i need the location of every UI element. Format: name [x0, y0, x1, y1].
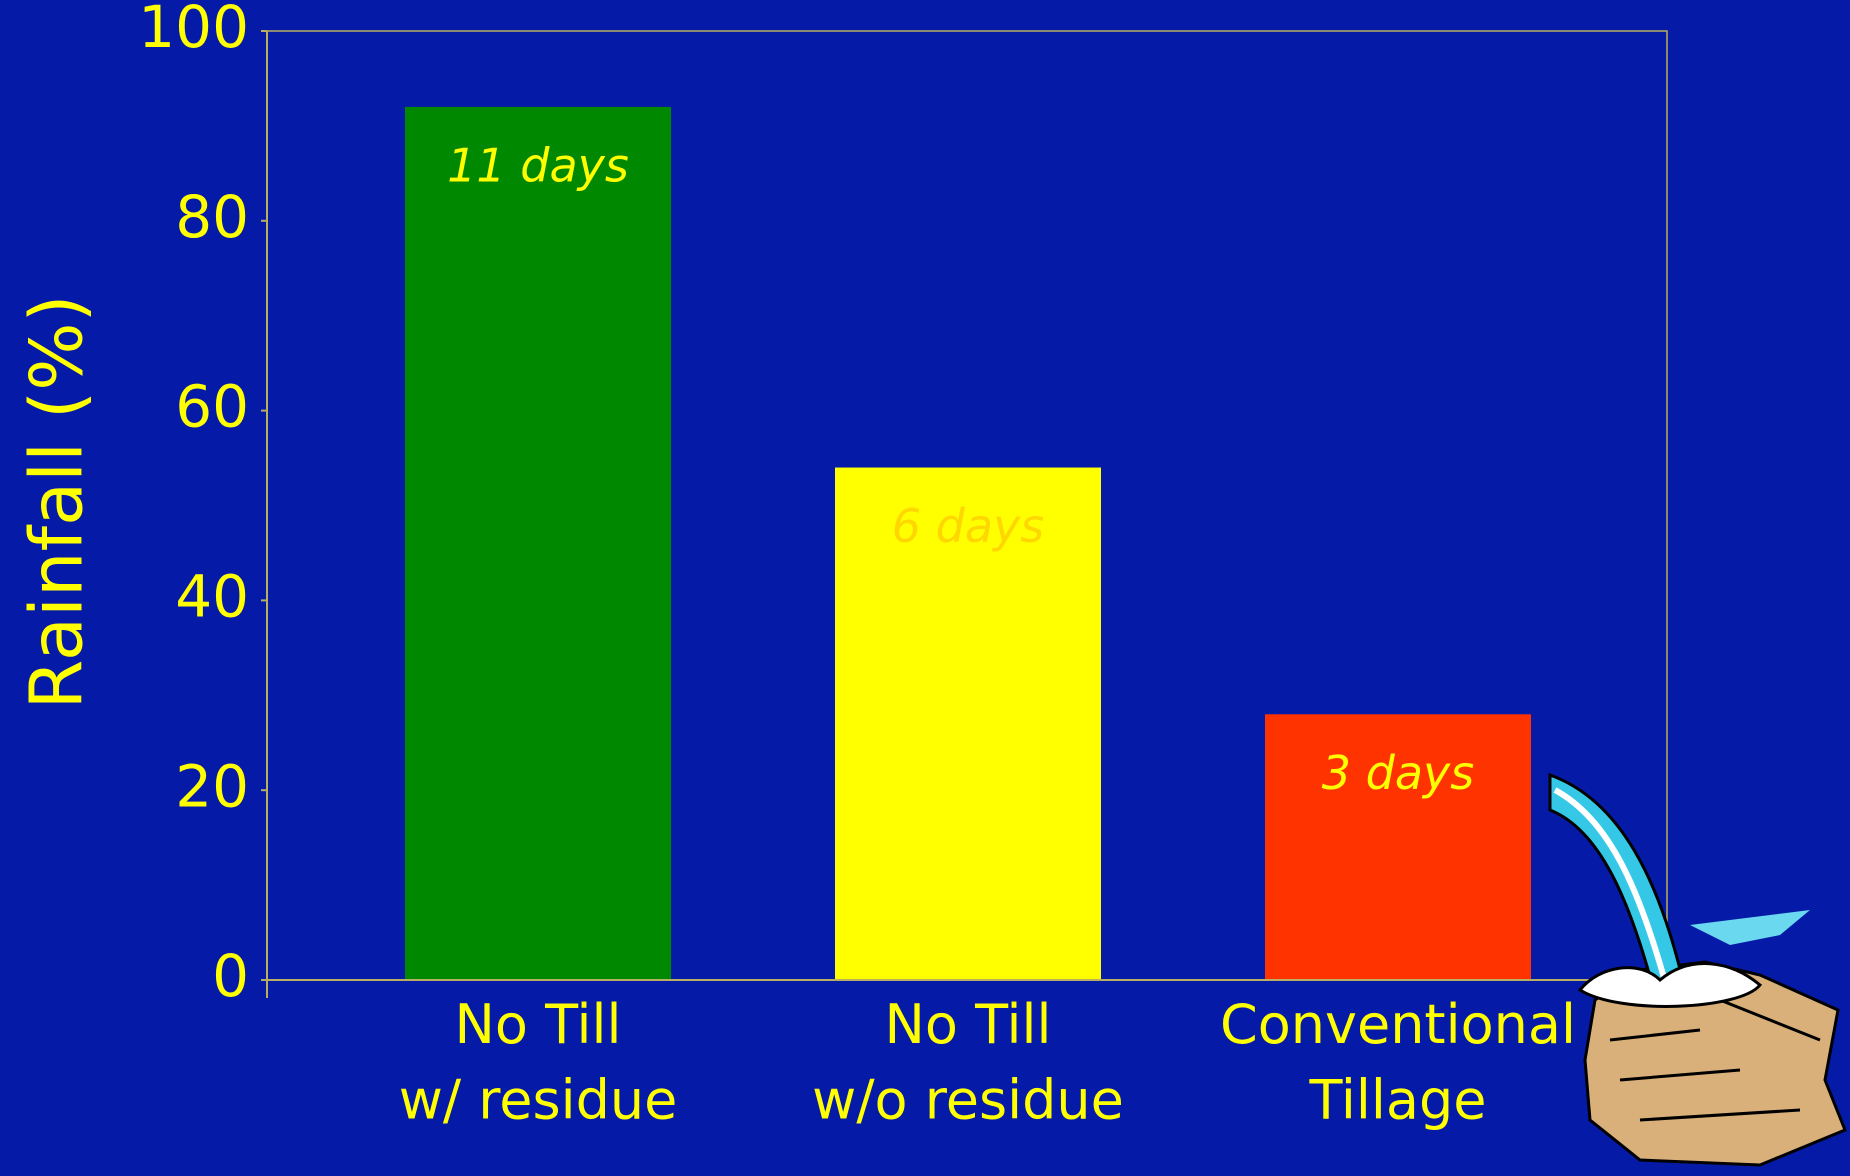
bar-annotation: 6 days [892, 499, 1044, 553]
y-tick-label: 20 [175, 752, 249, 820]
bar-annotation: 3 days [1322, 746, 1474, 800]
y-axis-label: Rainfall (%) [15, 294, 99, 709]
bar [835, 467, 1101, 980]
x-tick-label: No Till w/ residue [399, 993, 678, 1132]
x-tick-label: No Till w/o residue [812, 993, 1124, 1132]
x-tick-label: Conventional Tillage [1220, 993, 1576, 1132]
y-tick-label: 40 [175, 563, 249, 631]
bar-annotation: 11 days [447, 138, 629, 192]
bar [405, 106, 671, 981]
y-tick-label: 80 [175, 183, 249, 251]
y-tick-label: 60 [175, 373, 249, 441]
y-tick-label: 100 [138, 0, 249, 61]
y-tick-label: 0 [212, 942, 249, 1010]
marks [405, 106, 1531, 981]
waterfall-clipart [1548, 772, 1847, 1167]
bar [1265, 714, 1531, 980]
